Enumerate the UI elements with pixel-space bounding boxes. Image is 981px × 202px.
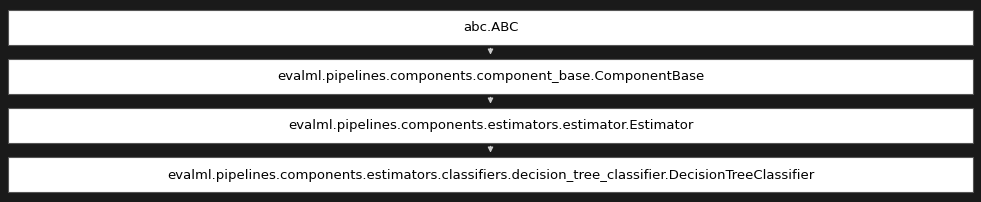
Text: evalml.pipelines.components.component_base.ComponentBase: evalml.pipelines.components.component_ba… — [277, 70, 704, 83]
FancyBboxPatch shape — [8, 108, 973, 143]
Text: evalml.pipelines.components.estimators.classifiers.decision_tree_classifier.Deci: evalml.pipelines.components.estimators.c… — [167, 168, 814, 181]
FancyBboxPatch shape — [8, 59, 973, 94]
Text: evalml.pipelines.components.estimators.estimator.Estimator: evalml.pipelines.components.estimators.e… — [287, 119, 694, 132]
FancyBboxPatch shape — [8, 157, 973, 191]
Text: abc.ABC: abc.ABC — [463, 21, 518, 34]
FancyBboxPatch shape — [8, 11, 973, 45]
